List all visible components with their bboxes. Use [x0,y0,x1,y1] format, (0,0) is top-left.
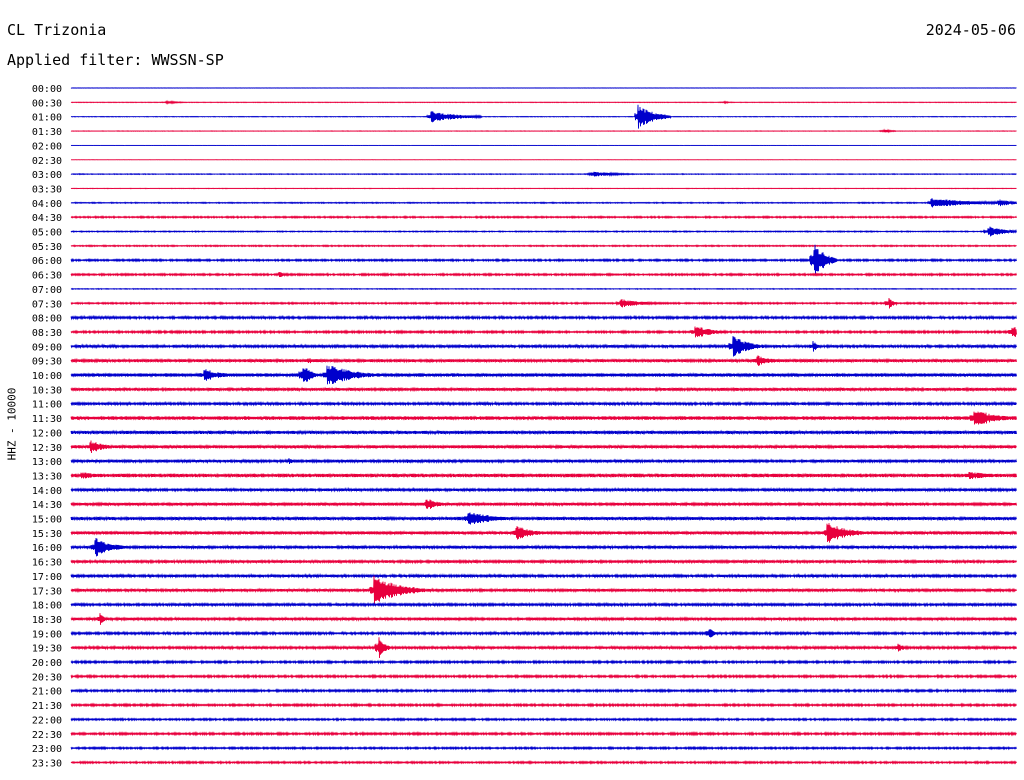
time-label-1000: 10:00 [32,371,62,382]
trace-2330 [70,760,1017,765]
trace-0030 [70,99,1017,105]
time-label-0200: 02:00 [32,141,62,152]
time-label-2000: 20:00 [32,658,62,669]
time-label-2230: 22:30 [32,730,62,741]
time-label-2100: 21:00 [32,687,62,698]
trace-1600 [70,537,1017,557]
trace-0430 [70,215,1017,220]
time-label-0400: 04:00 [32,199,62,210]
trace-2100 [70,687,1017,694]
time-label-0630: 06:30 [32,271,62,282]
seismic-traces [70,87,1017,765]
trace-1630 [70,558,1017,565]
trace-0830 [70,326,1017,338]
time-label-0330: 03:30 [32,184,62,195]
trace-1000 [70,365,1017,385]
time-label-1800: 18:00 [32,601,62,612]
time-label-0030: 00:30 [32,98,62,109]
time-label-0900: 09:00 [32,342,62,353]
trace-2030 [70,673,1017,680]
time-label-1400: 14:00 [32,486,62,497]
trace-0400 [70,198,1017,208]
time-label-0230: 02:30 [32,156,62,167]
time-label-2030: 20:30 [32,672,62,683]
trace-1830 [70,613,1017,625]
trace-1430 [70,499,1017,509]
time-label-1600: 16:00 [32,543,62,554]
trace-1330 [70,471,1017,479]
trace-1500 [70,512,1017,525]
time-label-1630: 16:30 [32,558,62,569]
trace-2200 [70,717,1017,722]
time-label-1500: 15:00 [32,515,62,526]
trace-1700 [70,572,1017,579]
trace-0600 [70,244,1017,276]
time-label-1230: 12:30 [32,443,62,454]
time-label-1330: 13:30 [32,471,62,482]
trace-1300 [70,458,1017,465]
trace-0300 [70,171,1017,177]
trace-0630 [70,272,1017,278]
filter-label: Applied filter: WWSSN-SP [7,51,224,69]
trace-2130 [70,702,1017,708]
trace-0700 [70,287,1017,291]
time-label-0830: 08:30 [32,328,62,339]
time-label-1200: 12:00 [32,428,62,439]
time-label-2330: 23:30 [32,758,62,769]
time-label-1430: 14:30 [32,500,62,511]
station-title: CL Trizonia [7,21,107,39]
trace-1400 [70,486,1017,493]
trace-1030 [70,386,1017,393]
trace-0900 [70,336,1017,357]
time-label-2130: 21:30 [32,701,62,712]
trace-1800 [70,601,1017,608]
time-label-0300: 03:00 [32,170,62,181]
trace-2300 [70,745,1017,751]
trace-0130 [70,128,1017,134]
time-label-0100: 01:00 [32,113,62,124]
time-label-0130: 01:30 [32,127,62,138]
trace-2230 [70,731,1017,737]
trace-0800 [70,314,1017,321]
time-label-1100: 11:00 [32,400,62,411]
trace-0100 [70,104,1017,129]
time-label-0500: 05:00 [32,228,62,239]
time-label-0430: 04:30 [32,213,62,224]
trace-0500 [70,226,1017,237]
trace-1530 [70,523,1017,543]
trace-1100 [70,400,1017,407]
trace-1900 [70,629,1017,638]
time-label-1930: 19:30 [32,644,62,655]
trace-1130 [70,411,1017,425]
date-label: 2024-05-06 [925,21,1016,39]
trace-0530 [70,244,1017,248]
trace-0730 [70,297,1017,309]
time-label-1030: 10:30 [32,385,62,396]
time-label-0600: 06:00 [32,256,62,267]
time-label-1700: 17:00 [32,572,62,583]
time-label-1830: 18:30 [32,615,62,626]
time-label-1730: 17:30 [32,586,62,597]
time-label-0000: 00:00 [32,84,62,95]
trace-0930 [70,355,1017,366]
time-label-2300: 23:00 [32,744,62,755]
time-label-0930: 09:30 [32,357,62,368]
time-label-0700: 07:00 [32,285,62,296]
time-label-0800: 08:00 [32,314,62,325]
time-label-1900: 19:00 [32,629,62,640]
trace-1730 [70,575,1017,605]
time-label-1300: 13:00 [32,457,62,468]
time-labels: 00:00 00:30 01:00 01:30 02:00 02:30 03:00 03:30… [32,84,62,769]
trace-0330 [70,187,1017,190]
trace-1930 [70,637,1017,659]
trace-1200 [70,429,1017,436]
time-label-1530: 15:30 [32,529,62,540]
time-label-0530: 05:30 [32,242,62,253]
time-label-2200: 22:00 [32,715,62,726]
trace-1230 [70,440,1017,454]
time-label-0730: 07:30 [32,299,62,310]
time-label-1130: 11:30 [32,414,62,425]
trace-2000 [70,659,1017,665]
